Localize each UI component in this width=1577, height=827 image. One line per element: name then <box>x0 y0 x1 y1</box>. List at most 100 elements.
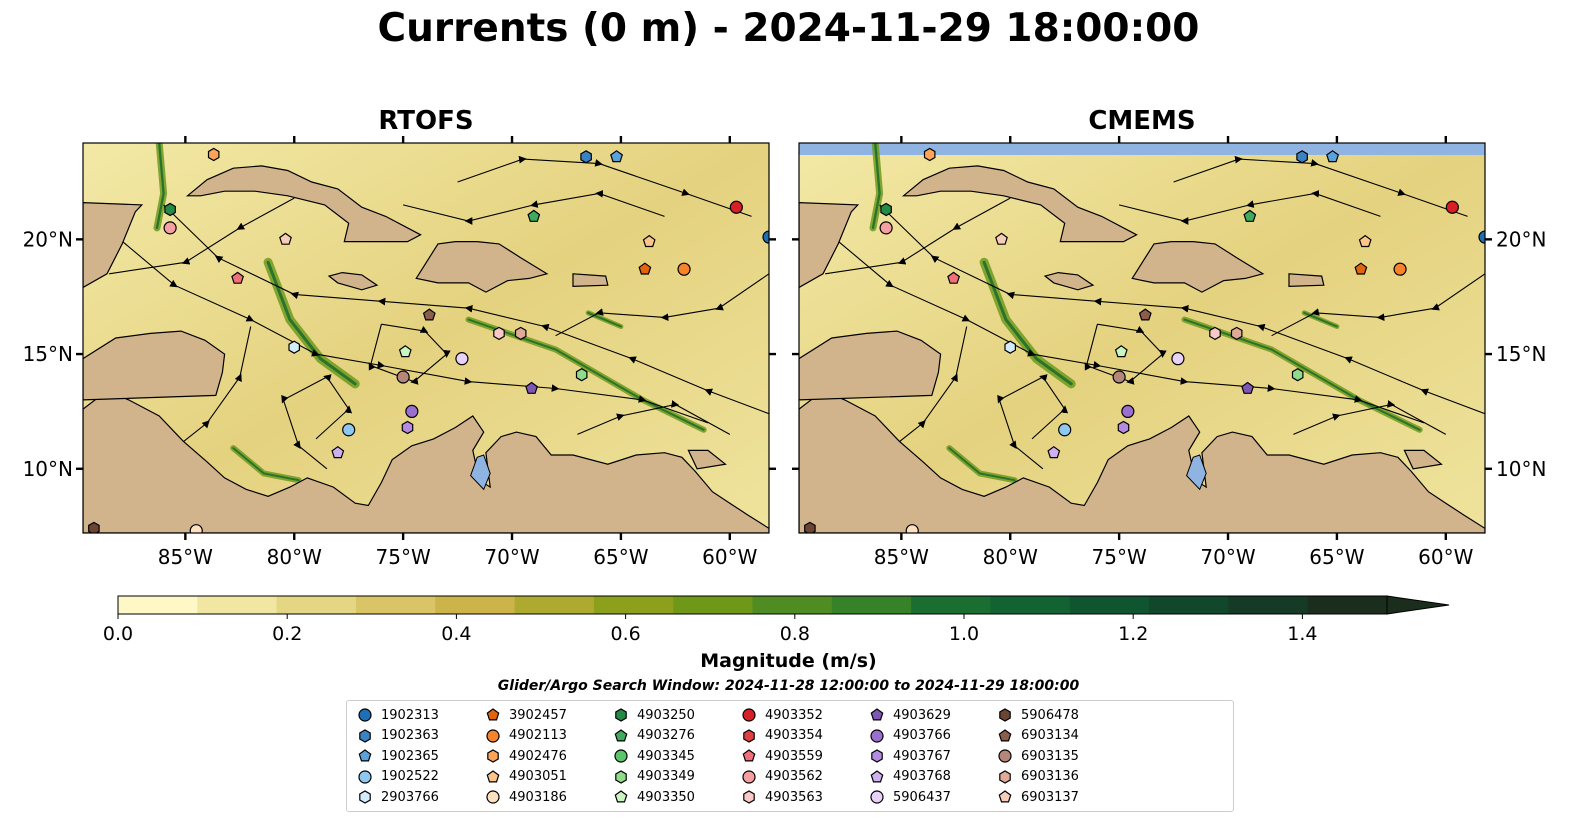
colorbar-segment <box>1228 596 1309 614</box>
lon-tick-label: 80°W <box>983 545 1038 569</box>
float-marker-3902457 <box>1354 262 1368 275</box>
colorbar-segment <box>990 596 1071 614</box>
streamline <box>457 155 752 217</box>
legend-item: 4903559 <box>741 746 823 767</box>
land-mass <box>799 330 942 401</box>
legend-item: 4903349 <box>613 767 695 788</box>
float-marker-6903136 <box>514 326 527 341</box>
colorbar-segment <box>355 596 436 614</box>
legend-marker <box>998 749 1012 763</box>
lon-tick-label: 80°W <box>267 545 322 569</box>
map-frame <box>82 142 770 534</box>
legend-item: 6903134 <box>997 726 1079 747</box>
legend-label: 4903562 <box>765 769 823 785</box>
float-marker-4902476 <box>207 147 220 162</box>
pentagon-marker-icon <box>998 790 1012 803</box>
lat-tick-label: 10°N <box>1496 457 1546 481</box>
colorbar-segment <box>514 596 595 614</box>
legend-marker <box>870 729 884 743</box>
legend-marker <box>871 749 883 763</box>
float-marker-4903352 <box>729 200 743 214</box>
circle-marker-icon <box>742 770 756 784</box>
colorbar-tick-label: 0.2 <box>272 623 302 645</box>
streamline <box>1271 273 1485 337</box>
lon-tick-label: 60°W <box>702 545 757 569</box>
legend-marker <box>486 790 500 804</box>
legend-label: 4903767 <box>893 748 951 764</box>
no-data-band <box>799 143 1485 155</box>
strong-current-core <box>232 447 300 482</box>
streamline <box>1084 323 1167 385</box>
legend-label: 2903766 <box>381 789 439 805</box>
float-marker-4903629 <box>525 381 539 394</box>
legend-label: 1902365 <box>381 748 439 764</box>
land-mass <box>1043 271 1095 291</box>
pentagon-marker-icon <box>742 749 756 762</box>
hexagon-marker-icon <box>743 790 755 804</box>
legend-item: 1902365 <box>357 746 439 767</box>
float-marker-4903562 <box>163 221 177 235</box>
land-mass <box>799 201 860 289</box>
float-marker-4903559 <box>231 271 245 284</box>
legend-item: 4903276 <box>613 726 695 747</box>
legend-label: 4903250 <box>637 707 695 723</box>
streamline <box>1173 155 1468 217</box>
float-marker-4903766 <box>1121 404 1135 419</box>
circle-marker-icon <box>486 729 500 743</box>
land-mass <box>1288 273 1325 288</box>
hexagon-marker-icon <box>359 790 371 804</box>
streamline <box>825 197 1011 275</box>
float-marker-4903767 <box>1117 420 1130 435</box>
pentagon-marker-icon <box>358 749 372 762</box>
streamline <box>555 273 769 337</box>
legend-marker <box>358 708 372 722</box>
lake-maracaibo <box>1186 454 1207 491</box>
colorbar-segment <box>197 596 278 614</box>
legend-item: 6903137 <box>997 787 1079 808</box>
float-marker-4902476 <box>923 147 936 162</box>
legend-item: 4903563 <box>741 787 823 808</box>
float-marker-4903767 <box>401 420 414 435</box>
lat-tick-label: 20°N <box>23 227 73 251</box>
circle-marker-icon <box>358 770 372 784</box>
panel-title-rtofs: RTOFS <box>378 106 474 136</box>
float-marker-5906437 <box>1171 352 1185 366</box>
colorbar-tick-label: 1.2 <box>1118 623 1148 645</box>
legend-marker <box>614 729 628 742</box>
legend-item: 4903766 <box>869 726 951 747</box>
circle-marker-icon <box>870 729 884 743</box>
colorbar-segment <box>1307 596 1388 614</box>
legend-marker <box>742 708 756 722</box>
legend-label: 4903345 <box>637 748 695 764</box>
legend-label: 3902457 <box>509 707 567 723</box>
land-mass <box>415 241 549 293</box>
legend-label: 1902313 <box>381 707 439 723</box>
legend-item: 3902457 <box>485 705 567 726</box>
lat-tick-label: 20°N <box>1496 227 1546 251</box>
legend-marker <box>486 770 500 783</box>
legend-marker <box>999 770 1011 784</box>
float-marker-6903135 <box>396 370 410 384</box>
legend-item: 5906478 <box>997 705 1079 726</box>
pentagon-marker-icon <box>486 708 500 721</box>
float-marker-1902522 <box>1058 423 1072 437</box>
legend-label: 4902476 <box>509 748 567 764</box>
lon-tick-label: 75°W <box>376 545 431 569</box>
land-mass <box>572 273 609 288</box>
map-figure: 85°W 80°W 75°W 70°W 65°W 60°W 10°N 15°N 20°N 85°… <box>23 136 1546 645</box>
circle-marker-icon <box>998 749 1012 763</box>
legend-label: 5906437 <box>893 789 951 805</box>
colorbar-tick-label: 1.4 <box>1287 623 1317 645</box>
streamline <box>879 204 1485 415</box>
legend-item: 4903354 <box>741 726 823 747</box>
hexagon-marker-icon <box>615 770 627 784</box>
lon-tick-label: 70°W <box>484 545 539 569</box>
legend-label: 4903352 <box>765 707 823 723</box>
land-mass <box>185 165 422 243</box>
hexagon-marker-icon <box>871 749 883 763</box>
float-marker-4903250 <box>880 202 892 217</box>
float-marker-4903629 <box>1241 381 1255 394</box>
legend-label: 5906478 <box>1021 707 1079 723</box>
float-legend: 1902313 1902363 1902365 1902522 2903766 39024… <box>346 700 1234 812</box>
float-marker-4903349 <box>1291 368 1304 382</box>
